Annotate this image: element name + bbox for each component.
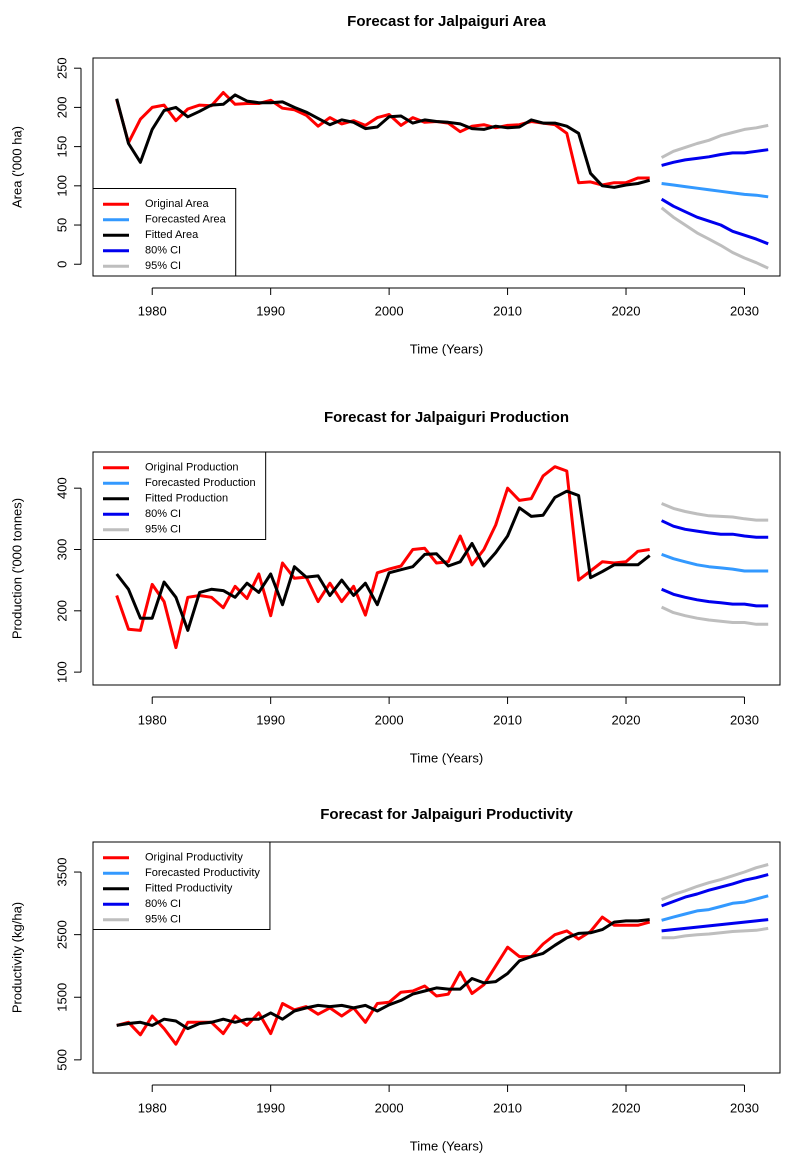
x-tick-label: 2010: [493, 712, 522, 727]
y-tick-label: 250: [54, 57, 69, 79]
ci-upper-line: [661, 148, 769, 167]
x-tick-label: 2000: [375, 712, 404, 727]
x-tick-label: 1980: [138, 712, 167, 727]
series-line: [661, 552, 769, 573]
y-tick-label: 0: [54, 261, 69, 268]
ci-upper-line: [660, 123, 769, 159]
x-tick-label: 2020: [612, 303, 641, 318]
series-line: [115, 91, 650, 187]
legend-label: Original Productivity: [145, 852, 243, 864]
legend-label: 95% CI: [145, 524, 181, 536]
x-axis-label: Time (Years): [410, 341, 483, 356]
x-tick-label: 1980: [138, 303, 167, 318]
series-line: [115, 489, 651, 632]
legend-label: Fitted Productivity: [145, 883, 233, 895]
x-tick-label: 2020: [612, 1100, 641, 1115]
ci-lower-line: [660, 197, 769, 246]
ci-upper-line: [661, 873, 769, 908]
legend-label: 80% CI: [145, 245, 181, 257]
y-tick-label: 150: [54, 136, 69, 158]
legend-label: Fitted Production: [145, 493, 228, 505]
x-tick-label: 1990: [256, 1100, 285, 1115]
legend: Original Production Forecasted Production…: [92, 451, 267, 540]
x-tick-label: 2020: [612, 712, 641, 727]
panel: Forecast for Jalpaiguri Productivity 1980…: [9, 806, 781, 1153]
legend-label: Forecasted Productivity: [145, 867, 260, 879]
ci-upper-line: [661, 863, 769, 901]
legend-label: 95% CI: [145, 260, 181, 272]
ci-lower-line: [660, 605, 769, 626]
x-tick-label: 1980: [138, 1100, 167, 1115]
chart-title: Forecast for Jalpaiguri Productivity: [320, 806, 573, 823]
y-axis-label: Production ('000 tonnes): [9, 498, 24, 639]
y-tick-label: 3500: [54, 858, 69, 887]
ci-upper-line: [661, 502, 769, 522]
panel: Forecast for Jalpaiguri Production 1980 19…: [9, 409, 781, 765]
x-tick-label: 2030: [730, 712, 759, 727]
y-tick-label: 200: [54, 600, 69, 622]
series-line: [115, 93, 651, 189]
chart-title: Forecast for Jalpaiguri Production: [324, 409, 569, 426]
y-tick-label: 2500: [54, 920, 69, 949]
plot-frame: [92, 451, 781, 686]
ci-lower-line: [660, 206, 769, 270]
ci-lower-line: [661, 587, 769, 608]
ci-lower-line: [661, 926, 769, 940]
x-tick-label: 1990: [256, 712, 285, 727]
legend-label: Original Area: [145, 198, 209, 210]
legend-label: 80% CI: [145, 898, 181, 910]
x-tick-label: 2010: [493, 303, 522, 318]
series-line: [661, 182, 769, 199]
x-tick-label: 2000: [375, 1100, 404, 1115]
x-tick-label: 2030: [730, 303, 759, 318]
series-line: [116, 918, 650, 1031]
x-tick-label: 2010: [493, 1100, 522, 1115]
legend: Original Productivity Forecasted Producti…: [92, 841, 271, 930]
x-tick-label: 2000: [375, 303, 404, 318]
x-tick-label: 1990: [256, 303, 285, 318]
y-axis-label: Productivity (kg/ha): [9, 902, 24, 1013]
x-tick-label: 2030: [730, 1100, 759, 1115]
plot-frame: [92, 57, 781, 277]
legend: Original Area Forecasted Area Fitted Area 8…: [92, 188, 237, 277]
chart-title: Forecast for Jalpaiguri Area: [347, 13, 546, 30]
legend-label: Forecasted Area: [145, 214, 227, 226]
series-line: [115, 465, 650, 650]
ci-lower-line: [661, 918, 769, 933]
y-tick-label: 500: [54, 1049, 69, 1071]
legend-label: Original Production: [145, 462, 239, 474]
y-tick-label: 100: [54, 175, 69, 197]
y-tick-label: 50: [54, 218, 69, 232]
legend-label: Forecasted Production: [145, 477, 256, 489]
y-tick-label: 200: [54, 97, 69, 119]
ci-upper-line: [660, 519, 769, 539]
y-tick-label: 300: [54, 539, 69, 561]
y-tick-label: 1500: [54, 983, 69, 1012]
plot-frame: [92, 841, 781, 1074]
y-tick-label: 100: [54, 661, 69, 683]
y-axis-label: Area ('000 ha): [9, 126, 24, 208]
legend-label: 95% CI: [145, 914, 181, 926]
x-axis-label: Time (Years): [410, 1138, 483, 1153]
legend-label: Fitted Area: [145, 229, 199, 241]
legend-label: 80% CI: [145, 508, 181, 520]
series-line: [661, 894, 769, 922]
y-tick-label: 400: [54, 477, 69, 499]
x-axis-label: Time (Years): [410, 750, 483, 765]
